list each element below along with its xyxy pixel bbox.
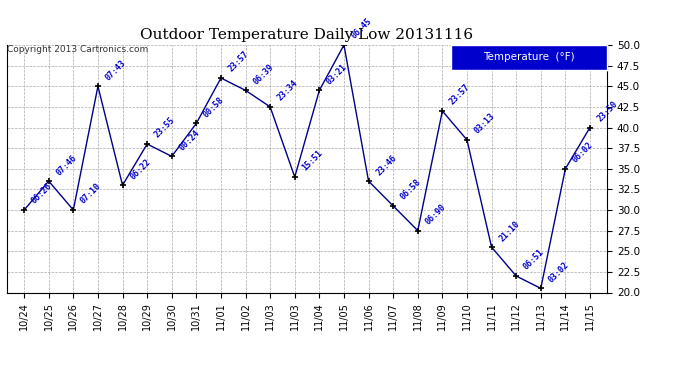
- Text: 06:39: 06:39: [251, 62, 275, 86]
- Text: 03:02: 03:02: [546, 260, 571, 284]
- Text: 07:10: 07:10: [79, 182, 103, 206]
- Text: 23:57: 23:57: [448, 83, 472, 107]
- Text: 07:43: 07:43: [104, 58, 128, 82]
- Text: Copyright 2013 Cartronics.com: Copyright 2013 Cartronics.com: [7, 45, 148, 54]
- Text: 06:90: 06:90: [424, 202, 447, 226]
- Text: 03:13: 03:13: [473, 112, 497, 136]
- Text: 06:02: 06:02: [571, 141, 595, 165]
- Text: 03:21: 03:21: [325, 62, 349, 86]
- Text: 23:46: 23:46: [374, 153, 398, 177]
- Text: 06:51: 06:51: [522, 248, 546, 272]
- Text: 07:46: 07:46: [55, 153, 79, 177]
- Text: 15:51: 15:51: [300, 149, 324, 173]
- Text: 23:55: 23:55: [152, 116, 177, 140]
- Text: 23:50: 23:50: [595, 99, 620, 123]
- Text: 23:57: 23:57: [226, 50, 250, 74]
- Text: 06:26: 06:26: [30, 182, 54, 206]
- Title: Outdoor Temperature Daily Low 20131116: Outdoor Temperature Daily Low 20131116: [141, 28, 473, 42]
- Text: 21:10: 21:10: [497, 219, 521, 243]
- Text: 00:58: 00:58: [202, 95, 226, 119]
- Text: 06:22: 06:22: [128, 157, 152, 181]
- Text: 23:34: 23:34: [276, 79, 299, 103]
- Text: 06:58: 06:58: [399, 178, 423, 202]
- Text: 06:45: 06:45: [350, 17, 373, 41]
- Text: 00:24: 00:24: [177, 128, 201, 152]
